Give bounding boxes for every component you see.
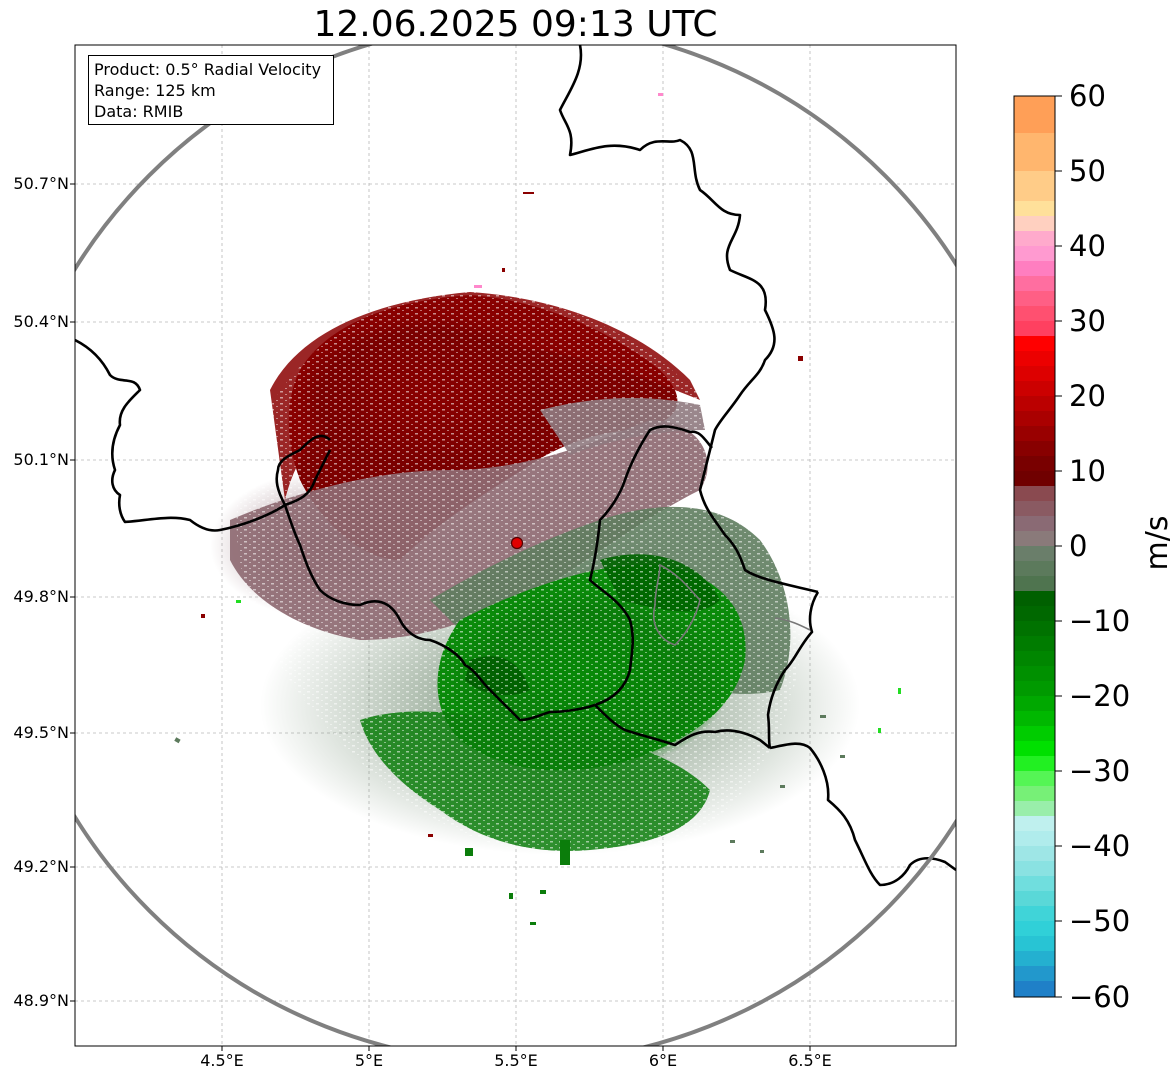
lon-label: 6.5°E [788, 1051, 832, 1070]
colorbar-tick-label: 20 [1069, 379, 1106, 413]
data-source-text: Data: RMIB [94, 102, 184, 121]
lat-label: 49.5°N [13, 723, 69, 742]
lon-label: 5°E [354, 1051, 384, 1070]
colorbar-tick-label: −30 [1069, 754, 1131, 788]
country-borders [75, 45, 956, 887]
radar-echoes [174, 93, 901, 925]
axis-ticks [70, 183, 811, 1051]
lon-label: 4.5°E [200, 1051, 244, 1070]
colorbar-tick-label: −20 [1069, 679, 1131, 713]
product-text: Product: 0.5° Radial Velocity [94, 60, 322, 79]
colorbar-unit-label: m/s [1140, 515, 1171, 571]
map-title: 12.06.2025 09:13 UTC [313, 4, 718, 45]
lat-label: 49.8°N [13, 587, 69, 606]
colorbar-tick-label: −40 [1069, 829, 1131, 863]
admin-border [653, 563, 811, 646]
lon-label: 5.5°E [494, 1051, 538, 1070]
range-text: Range: 125 km [94, 81, 216, 100]
colorbar-tick-label: −10 [1069, 604, 1131, 638]
lat-label: 50.1°N [13, 450, 69, 469]
colorbar-tick-label: 0 [1069, 529, 1088, 563]
colorbar-tick-label: −50 [1069, 904, 1131, 938]
lon-label: 6°E [648, 1051, 678, 1070]
lat-label: 50.7°N [13, 174, 69, 193]
colorbar [1013, 95, 1062, 998]
colorbar-tick-label: 40 [1069, 229, 1106, 263]
radar-site-marker[interactable] [510, 536, 524, 550]
colorbar-tick-label: −60 [1069, 980, 1131, 1014]
colorbar-tick-label: 10 [1069, 454, 1106, 488]
colorbar-tick-label: 60 [1069, 79, 1106, 113]
lat-label: 50.4°N [13, 312, 69, 331]
lat-label: 49.2°N [13, 857, 69, 876]
product-info-box: Product: 0.5° Radial Velocity Range: 125… [88, 55, 334, 125]
lat-label: 48.9°N [13, 991, 69, 1010]
colorbar-tick-label: 50 [1069, 154, 1106, 188]
colorbar-tick-label: 30 [1069, 304, 1106, 338]
